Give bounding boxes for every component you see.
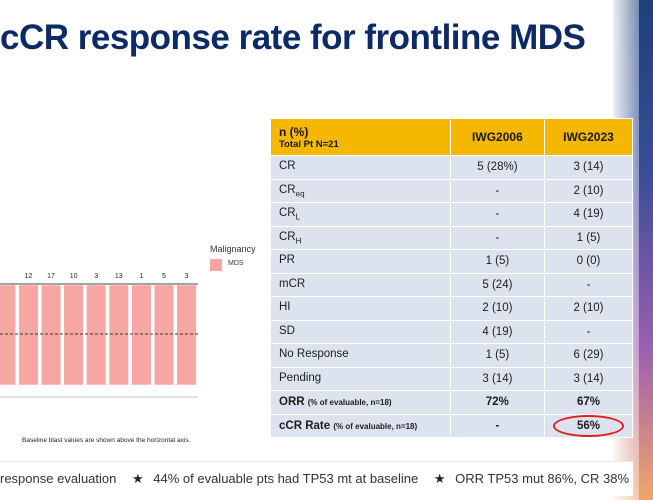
cell-iwg2006: 4 (19) (449, 319, 545, 344)
row-label: CRH (270, 225, 451, 250)
legend-title: Malignancy (210, 244, 256, 254)
cell-iwg2006: 1 (5) (449, 249, 545, 274)
chart-bar (176, 284, 197, 386)
table-row: No Response 1 (5) 6 (29) (270, 343, 634, 368)
chart-bar-label: 13 (115, 273, 123, 280)
footer-bar: response evaluation ★ 44% of evaluable p… (0, 461, 633, 496)
header-iwg2023: IWG2023 (543, 118, 634, 156)
chart-bar-label: 12 (25, 273, 33, 280)
row-label: Pending (270, 366, 451, 391)
ccr-label: cCR Rate (% of evaluable, n=18) (270, 413, 451, 438)
cell-iwg2006: 5 (24) (449, 272, 545, 297)
chart-bar-label: 3 (185, 273, 189, 280)
row-label: No Response (270, 343, 451, 368)
header-total-label: Total Pt N=21 (279, 138, 339, 150)
star-icon: ★ (131, 471, 144, 486)
cell-iwg2023: - (543, 272, 634, 297)
legend-label: MDS (228, 260, 244, 267)
row-label: HI (270, 296, 451, 321)
chart-bar (131, 284, 152, 386)
table-row: PR 1 (5) 0 (0) (270, 249, 634, 274)
chart-bar-label: 3 (94, 273, 98, 280)
table-row: mCR 5 (24) - (270, 272, 634, 297)
table-row: SD 4 (19) - (270, 319, 634, 344)
row-label: PR (270, 249, 451, 274)
cell-iwg2023: 3 (14) (543, 366, 634, 391)
cell-iwg2023: 2 (10) (543, 296, 634, 321)
header-n-percent: n (%) Total Pt N=21 (270, 118, 451, 156)
cell-iwg2023: 3 (14) (543, 155, 634, 180)
chart-footnote: Baseline blast values are shown above th… (22, 437, 191, 444)
orr-iwg2023: 67% (543, 390, 634, 415)
cell-iwg2023: 2 (10) (543, 178, 634, 203)
legend-swatch (210, 259, 222, 271)
row-label: SD (270, 319, 451, 344)
table-row: CRH - 1 (5) (270, 225, 634, 250)
ccr-iwg2023: 56% (543, 413, 634, 438)
ccr-row: cCR Rate (% of evaluable, n=18) - 56% (270, 413, 634, 438)
blast-bar-chart: 12 17 10 3 13 1 5 3 (0, 273, 198, 398)
footer-item-2: 44% of evaluable pts had TP53 mt at base… (153, 471, 419, 486)
cell-iwg2006: - (449, 202, 545, 227)
header-n-label: n (%) (279, 124, 309, 139)
response-table: n (%) Total Pt N=21 IWG2006 IWG2023 CR 5… (270, 118, 634, 438)
cell-iwg2023: 0 (0) (543, 249, 634, 274)
chart-bar (40, 284, 62, 386)
cell-iwg2006: 3 (14) (449, 366, 545, 391)
header-iwg2006: IWG2006 (449, 118, 545, 156)
cell-iwg2006: 1 (5) (449, 343, 545, 368)
chart-bar (18, 284, 39, 386)
cell-iwg2023: 1 (5) (543, 225, 634, 250)
chart-bar (0, 284, 16, 386)
chart-bar-label: 10 (70, 273, 78, 280)
chart-bar (153, 284, 175, 386)
table-row: Pending 3 (14) 3 (14) (270, 366, 634, 391)
orr-iwg2006: 72% (449, 390, 545, 415)
chart-bar-label: 1 (139, 273, 143, 280)
table-row: CRL - 4 (19) (270, 202, 634, 227)
footer-item-1: response evaluation (0, 471, 117, 486)
row-label: CR (270, 155, 451, 180)
row-label: CRL (270, 202, 451, 227)
chart-bar (63, 284, 84, 386)
row-label: CReq (270, 178, 451, 203)
table-header-row: n (%) Total Pt N=21 IWG2006 IWG2023 (270, 118, 634, 156)
chart-bar (108, 284, 129, 386)
ccr-iwg2006: - (449, 413, 545, 438)
chart-bar (86, 284, 107, 386)
cell-iwg2023: - (543, 319, 634, 344)
cell-iwg2023: 6 (29) (543, 343, 634, 368)
star-icon: ★ (433, 471, 446, 486)
chart-bar-label: 17 (47, 273, 55, 280)
cell-iwg2006: 2 (10) (449, 296, 545, 321)
cell-iwg2023: 4 (19) (543, 202, 634, 227)
table-row: CR 5 (28%) 3 (14) (270, 155, 634, 180)
chart-bar-label: 5 (162, 273, 166, 280)
slide-title: cCR response rate for frontline MDS (0, 18, 586, 57)
table-row: HI 2 (10) 2 (10) (270, 296, 634, 321)
footer-item-3: ORR TP53 mut 86%, CR 38% (455, 471, 630, 486)
cell-iwg2006: 5 (28%) (449, 155, 545, 180)
table-row: CReq - 2 (10) (270, 178, 634, 203)
cell-iwg2006: - (449, 225, 545, 250)
orr-row: ORR (% of evaluable, n=18) 72% 67% (270, 390, 634, 415)
orr-label: ORR (% of evaluable, n=18) (270, 390, 451, 415)
row-label: mCR (270, 272, 451, 297)
highlight-circle: 56% (552, 414, 624, 437)
cell-iwg2006: - (449, 178, 545, 203)
